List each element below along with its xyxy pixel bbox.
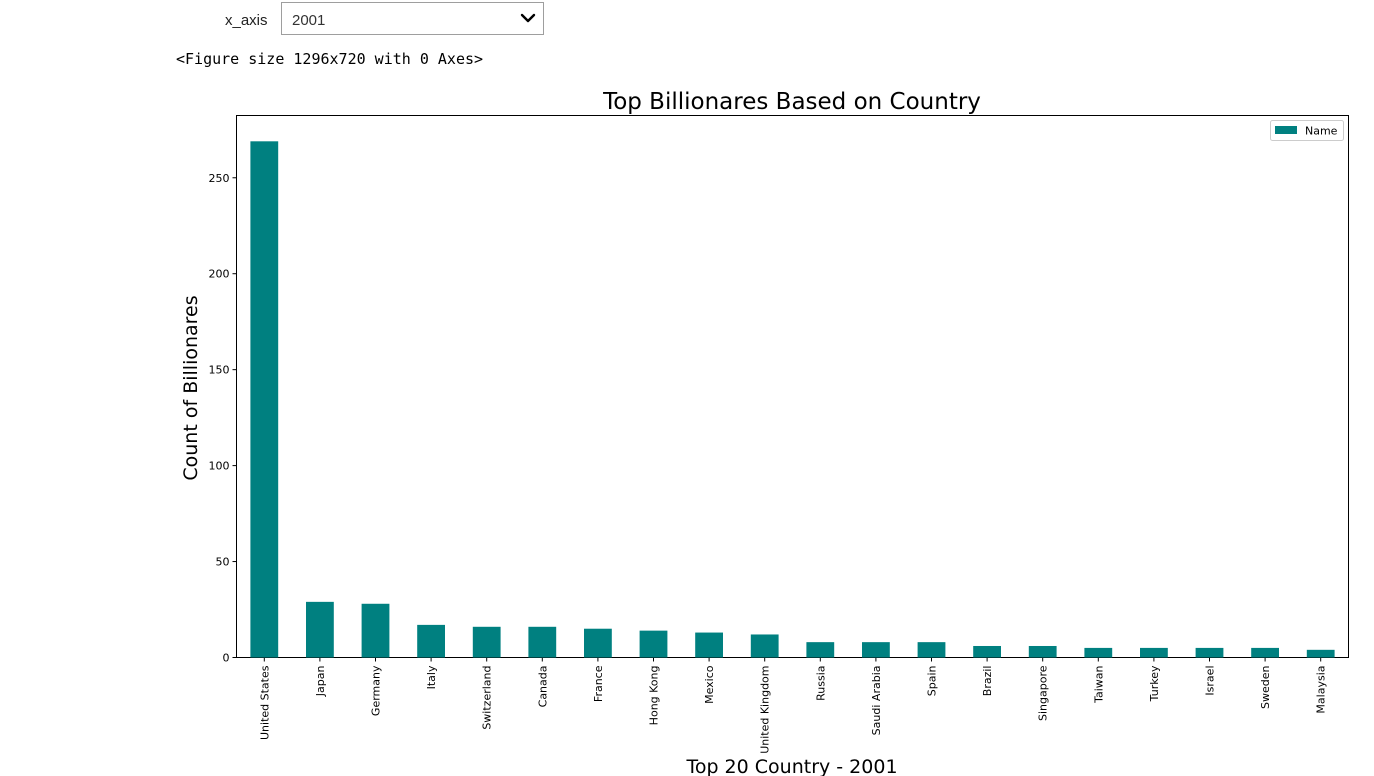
x-tick-label: Singapore [1037,665,1050,721]
chart-title: Top Billionares Based on Country [602,89,981,115]
legend-swatch [1275,126,1297,134]
x-tick-label: Israel [1204,666,1217,696]
bar [1140,647,1168,658]
legend-frame [1270,120,1344,141]
x-tick-label: Sweden [1259,665,1272,708]
legend: Name [1270,120,1344,141]
y-axis-label: Count of Billionares [180,295,202,480]
y-axis-ticks: 0 50 100 150 200 250 [209,172,237,665]
x-tick-label: Hong Kong [648,666,661,726]
bar [306,601,334,658]
x-tick-label: Italy [425,665,438,689]
x-tick-label: Malaysia [1315,666,1328,714]
x-tick-label: Canada [536,666,549,708]
x-tick-label: Taiwan [1092,665,1105,703]
figure-output-text: <Figure size 1296x720 with 0 Axes> [176,50,484,68]
x-tick-label: Japan [314,665,327,697]
x-tick-label: Russia [814,666,827,701]
plot-area [236,115,1349,658]
x-axis-select[interactable]: 2001 [281,2,544,35]
bar [750,634,779,658]
x-tick-label: Turkey [1148,665,1161,702]
x-axis-label: Top 20 Country - 2001 [685,756,897,776]
x-axis-label: x_axis [225,12,268,29]
y-tick-label: 0 [223,652,230,665]
bar [806,642,835,658]
x-tick-label: Saudi Arabia [870,666,883,736]
bar [1084,647,1113,658]
bar [917,642,946,658]
y-tick-label: 100 [209,460,230,473]
x-tick-label: Mexico [703,665,716,704]
x-tick-label: Spain [926,665,939,696]
y-tick-label: 50 [216,556,230,569]
chevron-down-icon [520,13,536,23]
bar [1028,645,1057,658]
bar [250,141,279,658]
bar [1306,649,1335,658]
y-tick-label: 150 [209,364,230,377]
x-tick-label: United Kingdom [759,666,772,754]
bar [528,626,557,658]
x-tick-label: Germany [370,665,383,716]
x-axis-select-value: 2001 [292,12,326,29]
bars [250,141,1335,658]
y-tick-label: 250 [209,172,230,185]
bar [1195,647,1224,658]
y-tick-label: 200 [209,268,230,281]
bar [472,626,501,658]
widget-row: x_axis 2001 [0,0,1374,40]
bar [639,630,668,658]
x-tick-label: United States [258,665,271,740]
legend-label: Name [1305,125,1338,138]
bar [695,632,723,658]
x-tick-label: Switzerland [481,666,494,730]
bar [584,628,612,658]
bar [417,624,445,658]
x-axis-ticks: United States Japan Germany Italy Switzerlan… [258,657,1328,754]
bar [973,645,1001,658]
bar [1251,647,1279,658]
bar [361,603,390,658]
x-tick-label: France [592,665,605,702]
x-tick-label: Brazil [981,666,994,697]
bar [862,642,890,658]
